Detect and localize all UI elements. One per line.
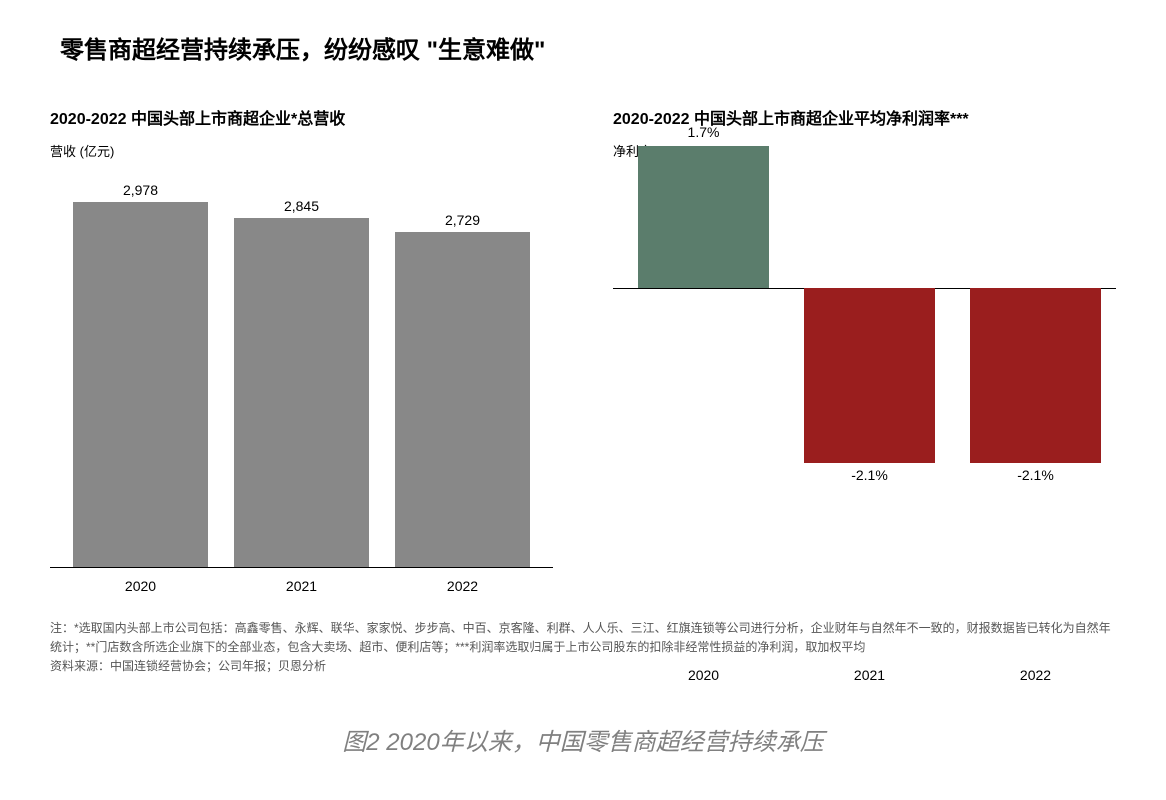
bar bbox=[73, 202, 208, 567]
revenue-chart-area: 2,978 2,845 2,729 bbox=[50, 168, 553, 568]
figure-caption: 图2 2020年以来，中国零售商超经营持续承压 bbox=[50, 722, 1116, 757]
x-axis-label: 2020 bbox=[73, 578, 208, 594]
bar bbox=[970, 288, 1101, 463]
x-axis-label: 2022 bbox=[395, 578, 530, 594]
bar-value-label: 2,729 bbox=[445, 212, 480, 228]
bar-col: -2.1% bbox=[804, 288, 935, 463]
revenue-chart: 2020-2022 中国头部上市商超企业*总营收 营收 (亿元) 2,9782,… bbox=[50, 105, 553, 594]
revenue-chart-ylabel: 营收 (亿元) bbox=[50, 141, 553, 160]
x-axis-label: 2020 bbox=[638, 667, 769, 683]
bar-col: 2,845 bbox=[234, 198, 369, 567]
margin-chart-xlabels: 2020 2021 2022 bbox=[613, 667, 1116, 687]
bar-value-label: -2.1% bbox=[810, 467, 930, 483]
bar-col: 2,729 bbox=[395, 212, 530, 567]
bar-value-label: 2,845 bbox=[284, 198, 319, 214]
bar bbox=[234, 218, 369, 567]
margin-chart-area: 1.7%-2.1%-2.1% bbox=[613, 168, 1116, 657]
revenue-chart-xlabels: 2020 2021 2022 bbox=[50, 578, 553, 594]
bar bbox=[804, 288, 935, 463]
bar bbox=[638, 146, 769, 288]
bar-col: 1.7% bbox=[638, 146, 769, 288]
charts-row: 2020-2022 中国头部上市商超企业*总营收 营收 (亿元) 2,9782,… bbox=[50, 105, 1116, 594]
main-title: 零售商超经营持续承压，纷纷感叹 "生意难做" bbox=[60, 30, 1116, 65]
x-axis-label: 2021 bbox=[234, 578, 369, 594]
x-axis-label: 2022 bbox=[970, 667, 1101, 683]
bar-col: 2,978 bbox=[73, 182, 208, 567]
bar-value-label: -2.1% bbox=[976, 467, 1096, 483]
bar-value-label: 2,978 bbox=[123, 182, 158, 198]
margin-chart: 2020-2022 中国头部上市商超企业平均净利润率*** 净利率 (%) 1.… bbox=[613, 105, 1116, 594]
revenue-chart-title: 2020-2022 中国头部上市商超企业*总营收 bbox=[50, 105, 553, 129]
x-axis-label: 2021 bbox=[804, 667, 935, 683]
bar bbox=[395, 232, 530, 567]
bar-value-label: 1.7% bbox=[644, 124, 764, 140]
bar-col: -2.1% bbox=[970, 288, 1101, 463]
